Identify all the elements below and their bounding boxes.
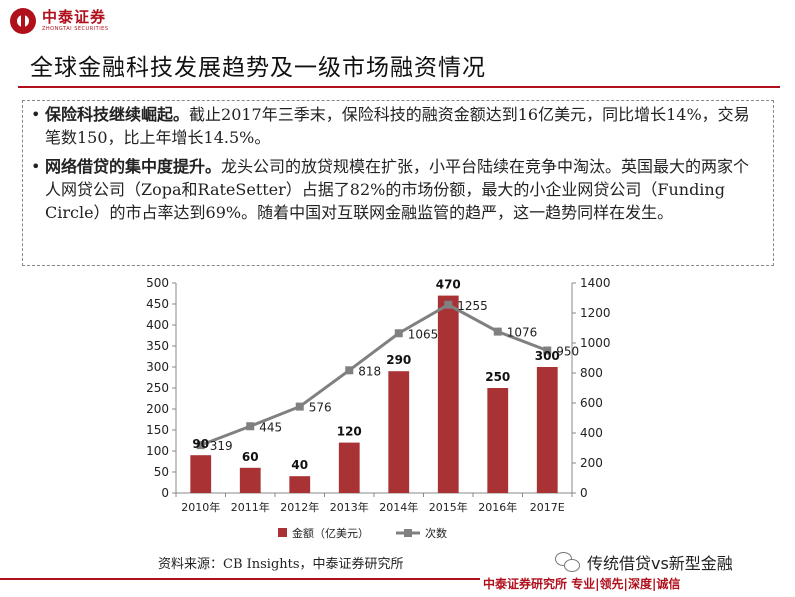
brand-name-en: ZHONGTAI SECURITIES: [42, 26, 109, 32]
y-left-tick-label: 100: [146, 444, 169, 458]
y-right-tick-label: 1400: [580, 276, 611, 290]
y-left-tick-label: 450: [146, 297, 169, 311]
x-tick-label: 2016年: [478, 500, 517, 514]
y-left-tick-label: 200: [146, 402, 169, 416]
count-point: [444, 300, 453, 309]
legend-line-marker: [404, 529, 412, 537]
bar: [338, 442, 360, 493]
source-note: 资料来源：CB Insights，中泰证券研究所: [158, 557, 404, 572]
y-left-tick-label: 150: [146, 423, 169, 437]
bar: [388, 371, 410, 493]
bar: [190, 455, 212, 493]
wechat-icon: [555, 552, 581, 572]
bullet-p2p-heading: 网络借贷的集中度提升。: [45, 157, 222, 176]
count-point: [246, 422, 255, 431]
wechat-watermark: 传统借贷vs新型金融: [555, 550, 733, 574]
bar: [239, 467, 261, 493]
y-right-tick-label: 400: [580, 426, 603, 440]
y-right-tick-label: 0: [580, 486, 588, 500]
wechat-account: 传统借贷vs新型金融: [587, 554, 733, 573]
bullet-p2p-text: 龙头公司的放贷规模在扩张，小平台陆续在竞争中淘汰。英国最大的两家个人网贷公司（Z…: [45, 157, 750, 222]
bar: [437, 295, 459, 493]
count-value-label: 445: [259, 420, 282, 434]
bar: [536, 367, 558, 493]
y-left-tick-label: 0: [161, 486, 169, 500]
count-point: [394, 329, 403, 338]
funding-chart: 5004504003503002502001501005001400120010…: [146, 276, 611, 540]
brand-name: 中泰证券: [42, 8, 107, 26]
slide-title: 全球金融科技发展趋势及一级市场融资情况: [30, 55, 486, 81]
legend-bar-swatch: [278, 528, 287, 537]
y-left-tick-label: 350: [146, 339, 169, 353]
y-right-tick-label: 200: [580, 456, 603, 470]
bullet-insurtech-heading: 保险科技继续崛起。: [45, 105, 190, 124]
title-divider: [18, 86, 780, 88]
bar: [289, 476, 311, 493]
y-right-tick-label: 600: [580, 396, 603, 410]
y-left-tick-label: 500: [146, 276, 169, 290]
x-tick-label: 2017E: [530, 501, 565, 514]
count-value-label: 576: [309, 401, 332, 415]
y-left-tick-label: 250: [146, 381, 169, 395]
count-value-label: 1255: [457, 299, 488, 313]
bar-value-label: 90: [192, 437, 209, 451]
x-tick-label: 2015年: [429, 500, 468, 514]
bar-value-label: 40: [291, 458, 308, 472]
count-value-label: 950: [556, 345, 579, 359]
legend-line-label: 次数: [425, 526, 447, 540]
count-point: [493, 327, 502, 336]
x-tick-label: 2014年: [379, 500, 418, 514]
count-line: [200, 303, 548, 447]
summary-box: 保险科技继续崛起。截止2017年三季末，保险科技的融资金额达到16亿美元，同比增…: [22, 100, 774, 266]
bar-value-label: 60: [242, 450, 259, 464]
bar-value-label: 290: [386, 353, 411, 367]
bar: [487, 388, 509, 493]
bullet-insurtech-text: 截止2017年三季末，保险科技的融资金额达到16亿美元，同比增长14%，交易笔数…: [45, 105, 750, 147]
count-point: [543, 346, 552, 355]
bullet-insurtech: 保险科技继续崛起。截止2017年三季末，保险科技的融资金额达到16亿美元，同比增…: [31, 103, 763, 149]
brand-logo: 中泰证券 ZHONGTAI SECURITIES: [10, 8, 109, 34]
count-point: [345, 366, 354, 375]
count-value-label: 1076: [507, 326, 538, 340]
bar-value-label: 300: [535, 349, 560, 363]
footer-divider: [0, 578, 480, 580]
x-tick-label: 2010年: [181, 500, 220, 514]
count-value-label: 1065: [408, 327, 439, 341]
y-right-tick-label: 800: [580, 366, 603, 380]
y-right-tick-label: 1000: [580, 336, 611, 350]
x-tick-label: 2013年: [330, 500, 369, 514]
bar-value-label: 250: [485, 370, 510, 384]
bar-value-label: 120: [337, 425, 362, 439]
x-tick-label: 2012年: [280, 500, 319, 514]
count-value-label: 818: [358, 364, 381, 378]
bullet-p2p: 网络借贷的集中度提升。龙头公司的放贷规模在扩张，小平台陆续在竞争中淘汰。英国最大…: [31, 155, 763, 224]
count-value-label: 319: [210, 439, 233, 453]
y-left-tick-label: 50: [154, 465, 169, 479]
footer-tagline: 中泰证券研究所 专业|领先|深度|诚信: [483, 577, 681, 591]
count-point: [295, 402, 304, 411]
count-point: [196, 441, 205, 450]
y-right-tick-label: 1200: [580, 306, 611, 320]
bar-value-label: 470: [436, 278, 461, 292]
brand-logo-icon: [10, 8, 36, 34]
y-left-tick-label: 400: [146, 318, 169, 332]
legend-bar-label: 金额（亿美元）: [292, 526, 369, 540]
y-left-tick-label: 300: [146, 360, 169, 374]
x-tick-label: 2011年: [231, 500, 270, 514]
